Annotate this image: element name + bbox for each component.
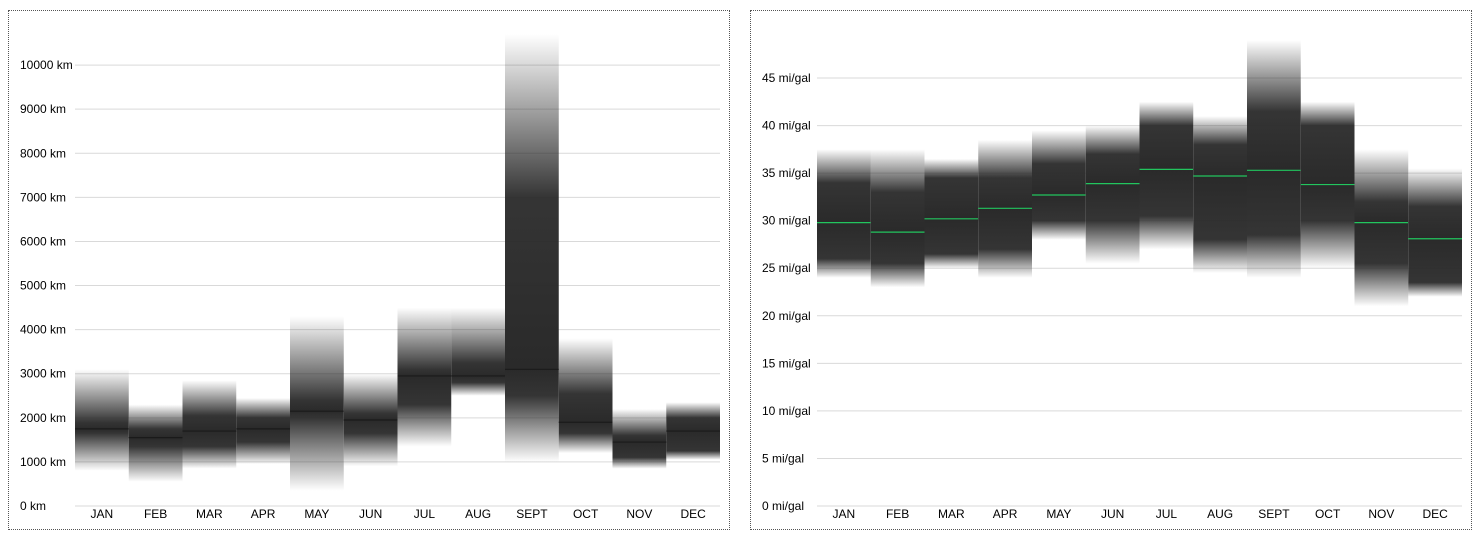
y-tick-label: 4000 km <box>20 323 66 337</box>
x-category-label: DEC <box>680 507 706 521</box>
x-category-label: APR <box>251 507 276 521</box>
x-category-label: JUN <box>1101 507 1124 521</box>
distribution-band <box>1032 130 1086 240</box>
distribution-band <box>924 158 979 269</box>
y-tick-label: 6000 km <box>20 234 66 248</box>
x-category-label: OCT <box>1315 507 1341 521</box>
x-category-label: SEPT <box>516 507 548 521</box>
distribution-band <box>1247 40 1301 278</box>
distribution-band <box>397 307 452 447</box>
x-category-label: MAY <box>304 507 329 521</box>
distribution-band <box>612 409 667 469</box>
x-category-label: JUN <box>359 507 382 521</box>
x-category-label: AUG <box>465 507 491 521</box>
x-category-label: JUL <box>1156 507 1178 521</box>
distribution-band <box>817 149 871 278</box>
y-tick-label: 10000 km <box>20 58 73 72</box>
mpg-chart-panel: 0 mi/gal 5 mi/gal 10 mi/gal 15 mi/gal 20 mi/… <box>750 10 1472 530</box>
x-category-label: JAN <box>833 507 856 521</box>
distribution-band <box>451 307 505 396</box>
x-category-label: MAR <box>938 507 965 521</box>
distribution-band <box>1139 101 1194 250</box>
y-tick-label: 45 mi/gal <box>762 71 811 85</box>
distribution-band <box>1354 149 1409 307</box>
distribution-band <box>236 397 290 465</box>
y-tick-label: 8000 km <box>20 146 66 160</box>
x-category-label: DEC <box>1422 507 1448 521</box>
y-tick-label: 3000 km <box>20 367 66 381</box>
distribution-band <box>182 380 237 469</box>
x-category-label: APR <box>993 507 1018 521</box>
y-tick-label: 2000 km <box>20 411 66 425</box>
distance-chart-panel: 0 km 1000 km 2000 km 3000 km 4000 km 5000 km 6… <box>8 10 730 530</box>
y-tick-label: 15 mi/gal <box>762 356 811 370</box>
x-category-label: SEPT <box>1258 507 1290 521</box>
distribution-band <box>505 34 559 462</box>
y-tick-label: 0 km <box>20 499 46 513</box>
y-tick-label: 7000 km <box>20 190 66 204</box>
distribution-band <box>128 404 183 482</box>
y-tick-label: 30 mi/gal <box>762 214 811 228</box>
y-tick-label: 1000 km <box>20 455 66 469</box>
y-tick-label: 35 mi/gal <box>762 166 811 180</box>
distance-chart: 0 km 1000 km 2000 km 3000 km 4000 km 5000 km 6… <box>20 34 720 521</box>
y-tick-label: 0 mi/gal <box>762 499 804 513</box>
distribution-band <box>290 316 344 491</box>
y-tick-label: 20 mi/gal <box>762 309 811 323</box>
distribution-band <box>558 338 613 454</box>
y-tick-label: 5000 km <box>20 279 66 293</box>
x-category-label: FEB <box>144 507 167 521</box>
x-category-label: MAY <box>1046 507 1071 521</box>
y-tick-label: 40 mi/gal <box>762 119 811 133</box>
y-tick-label: 9000 km <box>20 102 66 116</box>
x-category-label: OCT <box>573 507 599 521</box>
mpg-chart: 0 mi/gal 5 mi/gal 10 mi/gal 15 mi/gal 20 mi/… <box>762 40 1462 521</box>
y-tick-label: 25 mi/gal <box>762 261 811 275</box>
x-category-label: MAR <box>196 507 223 521</box>
distribution-band <box>1408 168 1462 297</box>
x-category-label: AUG <box>1207 507 1233 521</box>
y-tick-label: 5 mi/gal <box>762 451 804 465</box>
distribution-band <box>1085 125 1140 264</box>
x-category-label: NOV <box>1368 507 1394 521</box>
x-category-label: FEB <box>886 507 909 521</box>
x-category-label: JUL <box>414 507 436 521</box>
y-tick-label: 10 mi/gal <box>762 404 811 418</box>
distribution-band <box>1193 116 1247 273</box>
x-category-label: JAN <box>91 507 114 521</box>
distribution-band <box>870 149 925 288</box>
distribution-band <box>75 369 129 471</box>
x-category-label: NOV <box>626 507 652 521</box>
